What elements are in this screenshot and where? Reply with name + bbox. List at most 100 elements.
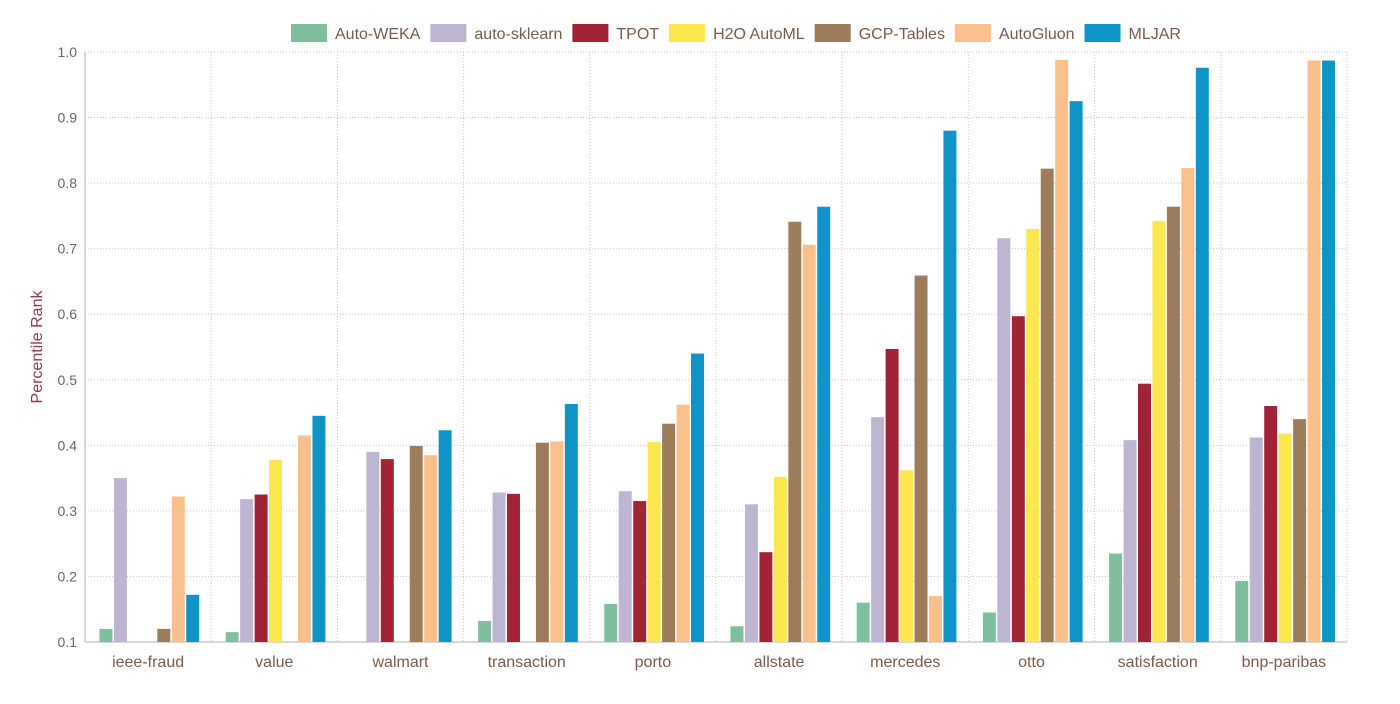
y-tick-label: 0.6 <box>58 306 78 322</box>
y-tick-label: 0.8 <box>58 175 78 191</box>
bar-bnp-paribas-auto-weka <box>1235 581 1249 642</box>
bar-porto-mljar <box>691 353 704 642</box>
gridlines <box>84 51 1348 643</box>
bar-allstate-gcp-tables <box>788 221 802 643</box>
bar-satisfaction-h2o-automl <box>1152 221 1166 642</box>
bar-bnp-paribas-h2o-automl <box>1278 433 1292 642</box>
bar-otto-auto-weka <box>982 612 996 642</box>
legend-item-auto-weka[interactable]: Auto-WEKA <box>291 24 421 43</box>
bar-value-auto-weka <box>225 632 239 642</box>
bar-bnp-paribas-auto-sklearn <box>1249 437 1263 642</box>
bar-walmart-autogluon <box>424 455 438 642</box>
x-tick-label: allstate <box>754 654 805 671</box>
bar-satisfaction-autogluon <box>1181 168 1195 642</box>
legend-label: auto-sklearn <box>474 26 562 43</box>
bar-transaction-mljar <box>564 404 578 642</box>
bars <box>99 59 1335 643</box>
bar-otto-h2o-automl <box>1026 229 1040 642</box>
y-tick-label: 0.7 <box>58 241 78 257</box>
bar-allstate-auto-weka <box>730 626 744 642</box>
bar-transaction-tpot <box>507 493 520 642</box>
x-tick-label: porto <box>635 654 672 671</box>
x-tick-label: walmart <box>371 654 429 671</box>
y-tick-label: 0.5 <box>58 372 78 388</box>
x-tick-label: value <box>255 654 293 671</box>
bar-transaction-autogluon <box>550 441 564 642</box>
bar-otto-tpot <box>1011 316 1025 642</box>
bar-allstate-auto-sklearn <box>744 504 758 642</box>
legend-label: Auto-WEKA <box>335 26 421 43</box>
axes: 0.1 0.2 0.3 0.4 0.5 0.6 0.7 0.8 0.9 1.0 <box>58 44 1347 650</box>
x-tick-label: ieee-fraud <box>112 654 184 671</box>
legend-label: MLJAR <box>1129 26 1181 43</box>
legend-swatch <box>814 24 851 42</box>
legend-swatch <box>1084 24 1121 42</box>
legend-label: H2O AutoML <box>713 26 805 43</box>
bar-porto-autogluon <box>676 404 690 642</box>
legend-swatch <box>291 24 327 42</box>
legend-swatch <box>430 24 467 42</box>
bar-value-tpot <box>254 494 268 642</box>
legend-item-autogluon[interactable]: AutoGluon <box>954 24 1075 43</box>
bar-satisfaction-gcp-tables <box>1166 206 1180 642</box>
bar-otto-mljar <box>1069 101 1083 643</box>
bar-value-autogluon <box>297 435 311 642</box>
bar-transaction-gcp-tables <box>535 442 549 642</box>
bar-allstate-h2o-automl <box>773 476 787 642</box>
bar-bnp-paribas-gcp-tables <box>1293 419 1307 642</box>
bar-ieee-fraud-mljar <box>186 594 200 642</box>
bar-walmart-tpot <box>380 459 394 642</box>
legend-item-auto-sklearn[interactable]: auto-sklearn <box>430 24 562 43</box>
bar-ieee-fraud-auto-weka <box>99 628 113 642</box>
bar-bnp-paribas-mljar <box>1322 60 1335 642</box>
bar-mercedes-auto-sklearn <box>871 417 885 642</box>
y-tick-label: 1.0 <box>58 44 78 60</box>
bar-mercedes-mljar <box>943 130 957 643</box>
bar-value-mljar <box>312 415 326 642</box>
legend-item-h2o-automl[interactable]: H2O AutoML <box>669 24 805 43</box>
legend: Auto-WEKA auto-sklearn TPOT H2O AutoML GCP-T… <box>291 24 1181 43</box>
bar-bnp-paribas-autogluon <box>1307 60 1321 642</box>
legend-label: AutoGluon <box>999 26 1075 43</box>
bar-satisfaction-mljar <box>1195 67 1209 643</box>
bar-transaction-auto-sklearn <box>492 492 506 642</box>
bar-walmart-mljar <box>438 430 452 642</box>
bar-mercedes-gcp-tables <box>914 275 928 642</box>
bar-satisfaction-auto-sklearn <box>1123 440 1137 642</box>
legend-swatch <box>669 24 706 42</box>
x-tick-label: mercedes <box>870 654 940 671</box>
bar-porto-auto-weka <box>604 603 618 642</box>
x-tick-label: satisfaction <box>1118 654 1198 671</box>
bar-porto-auto-sklearn <box>618 491 632 642</box>
bar-bnp-paribas-tpot <box>1264 406 1278 642</box>
legend-item-gcp-tables[interactable]: GCP-Tables <box>814 24 945 43</box>
bar-otto-gcp-tables <box>1040 168 1054 642</box>
x-tick-label: bnp-paribas <box>1242 654 1327 671</box>
bar-mercedes-auto-weka <box>856 602 870 642</box>
x-tick-label: transaction <box>488 654 566 671</box>
bar-satisfaction-tpot <box>1138 383 1151 642</box>
bar-porto-h2o-automl <box>647 442 661 642</box>
legend-swatch <box>954 24 991 42</box>
bar-otto-auto-sklearn <box>997 238 1011 642</box>
bar-allstate-autogluon <box>802 244 816 643</box>
bar-mercedes-tpot <box>885 348 899 642</box>
bar-mercedes-h2o-automl <box>900 470 914 642</box>
bar-walmart-auto-sklearn <box>366 451 380 642</box>
bar-value-auto-sklearn <box>240 499 254 642</box>
y-tick-label: 0.4 <box>58 437 78 453</box>
bar-porto-gcp-tables <box>662 423 676 642</box>
y-tick-label: 0.1 <box>58 634 78 650</box>
bar-porto-tpot <box>633 501 647 642</box>
bar-ieee-fraud-gcp-tables <box>157 628 171 642</box>
legend-item-mljar[interactable]: MLJAR <box>1084 24 1181 43</box>
bar-allstate-tpot <box>759 552 773 642</box>
legend-item-tpot[interactable]: TPOT <box>572 24 659 43</box>
bar-allstate-mljar <box>817 206 831 642</box>
bar-ieee-fraud-auto-sklearn <box>113 478 127 642</box>
y-tick-label: 0.3 <box>58 503 78 519</box>
bar-satisfaction-auto-weka <box>1109 553 1123 642</box>
legend-swatch <box>572 24 609 42</box>
y-axis-label: Percentile Rank <box>29 290 46 404</box>
